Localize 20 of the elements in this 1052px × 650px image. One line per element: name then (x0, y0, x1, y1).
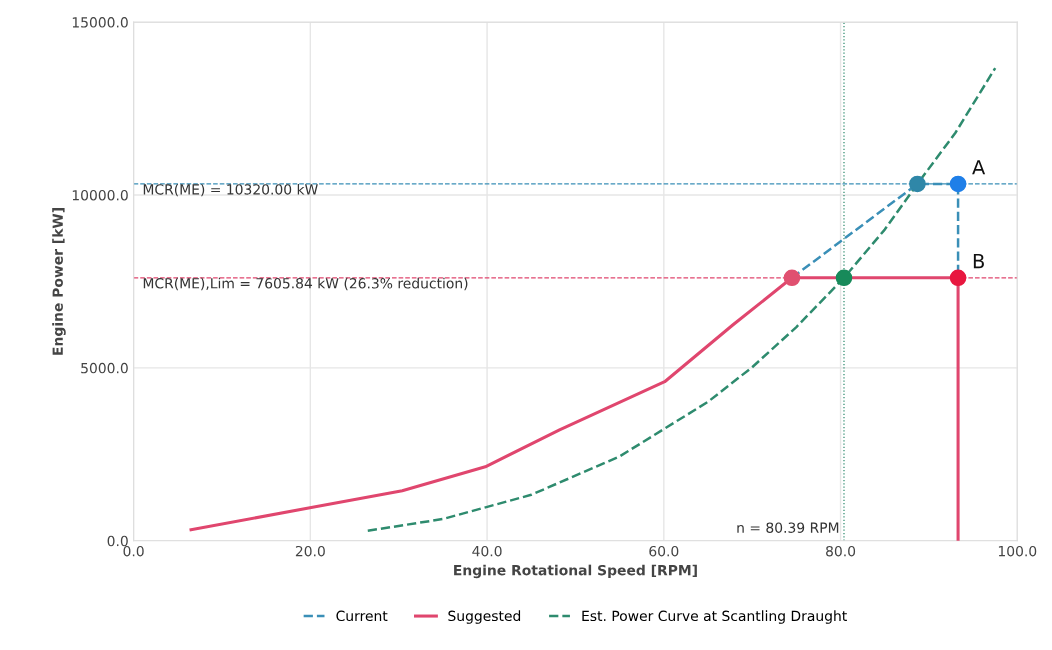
legend-label: Suggested (448, 610, 521, 624)
x-tick-label: 80.0 (826, 545, 856, 557)
x-tick-label: 0.0 (123, 545, 144, 557)
x-axis-title: Engine Rotational Speed [RPM] (454, 564, 697, 579)
y-axis-title: Engine Power [kW] (52, 208, 66, 355)
x-tick-label: 20.0 (295, 545, 325, 557)
ref-line-label: MCR(ME) = 10320.00 kW (143, 183, 318, 197)
legend-label: Current (336, 610, 388, 622)
legend-label: Est. Power Curve at Scantling Draught (582, 610, 847, 624)
x-tick-label: 60.0 (649, 545, 679, 557)
y-tick-label: 5000.0 (81, 362, 128, 374)
ref-line-label: MCR(ME),Lim = 7605.84 kW (26.3% reduction) (143, 277, 468, 291)
y-tick-label: 15000.0 (72, 17, 128, 28)
x-tick-label: 40.0 (472, 545, 502, 557)
y-tick-label: 0.0 (107, 535, 128, 547)
x-tick-label: 100.0 (998, 545, 1037, 557)
annotation: A (972, 160, 986, 175)
y-tick-label: 10000.0 (72, 189, 128, 201)
ref-line-label: n = 80.39 RPM (737, 522, 839, 533)
annotation: B (973, 254, 984, 269)
